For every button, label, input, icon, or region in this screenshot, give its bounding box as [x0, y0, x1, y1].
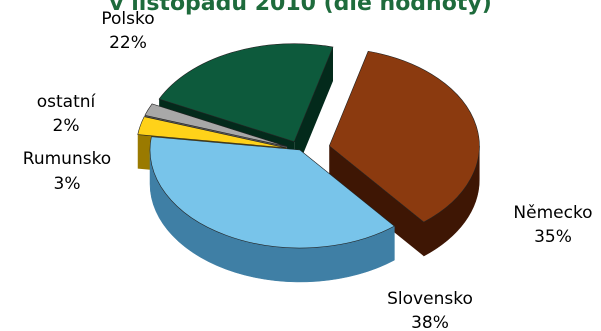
pie-slice-slovensko	[149, 136, 395, 249]
slice-label-slovensko: Slovensko	[387, 289, 473, 309]
pie-top-layer	[137, 43, 480, 249]
pie-slice-ostatni	[144, 103, 288, 147]
slice-percent-nemecko: 35%	[534, 227, 572, 247]
pie-slice-nemecko	[328, 50, 480, 223]
slice-percent-rumunsko: 3%	[54, 174, 81, 194]
slice-percent-slovensko: 38%	[411, 313, 449, 331]
label-slovensko: Slovensko 38%	[387, 289, 473, 331]
pie-slice-rumunsko	[137, 116, 287, 149]
slice-label-polsko: Polsko	[101, 9, 154, 29]
slice-label-nemecko: Německo	[513, 203, 592, 223]
chart-title: v listopadu 2010 (dle hodnoty)	[109, 0, 492, 16]
label-nemecko: Německo 35%	[513, 203, 592, 247]
slice-label-ostatni: ostatní	[37, 92, 97, 112]
label-ostatni: ostatní 2%	[37, 92, 97, 136]
pie-slice-polsko	[158, 43, 334, 143]
label-polsko: Polsko 22%	[101, 9, 154, 53]
slice-label-rumunsko: Rumunsko	[23, 149, 111, 169]
slice-percent-polsko: 22%	[109, 33, 147, 53]
slice-cut-polsko-1	[294, 47, 333, 176]
slice-cut-nemecko-1	[329, 145, 424, 257]
label-rumunsko: Rumunsko 3%	[23, 149, 111, 194]
slice-percent-ostatni: 2%	[53, 116, 80, 136]
